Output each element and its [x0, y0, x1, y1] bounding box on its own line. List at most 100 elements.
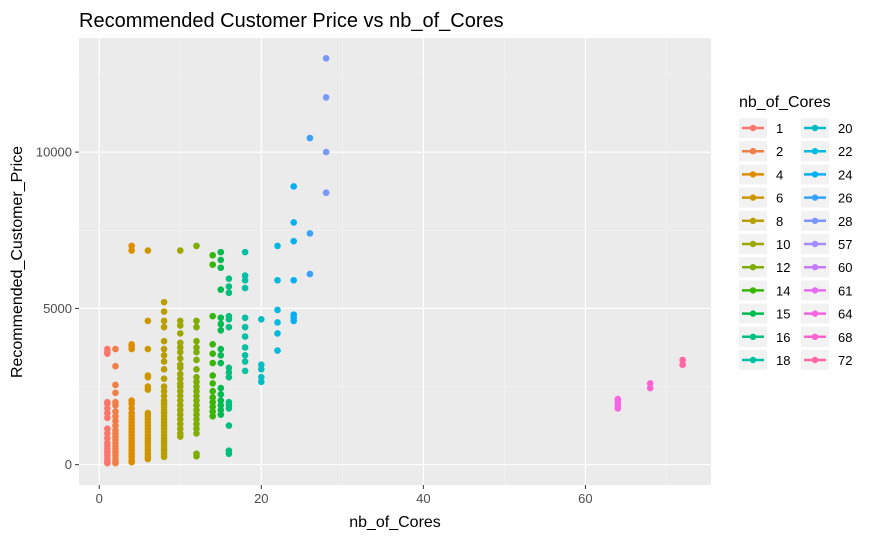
data-point — [614, 405, 622, 412]
data-point — [160, 308, 168, 315]
data-point — [241, 333, 249, 340]
data-point — [128, 242, 135, 250]
data-point — [679, 361, 686, 368]
data-point — [193, 356, 200, 364]
data-point — [160, 383, 168, 390]
data-point — [209, 251, 216, 259]
data-point — [176, 364, 184, 372]
data-point — [160, 392, 168, 400]
data-point — [193, 387, 200, 395]
data-point — [193, 378, 200, 386]
data-point — [258, 316, 265, 323]
data-point — [209, 387, 216, 395]
data-point — [225, 275, 233, 282]
data-point — [176, 247, 184, 254]
legend-label: 68 — [838, 330, 852, 345]
legend-label: 1 — [776, 121, 783, 136]
data-point — [217, 314, 225, 322]
data-point — [306, 230, 314, 237]
data-point — [209, 380, 216, 387]
data-point — [209, 394, 216, 401]
data-point — [322, 189, 330, 197]
data-point — [193, 406, 200, 414]
data-point — [176, 392, 184, 400]
legend-label: 12 — [776, 260, 790, 275]
data-point — [112, 401, 119, 409]
data-point — [112, 381, 119, 389]
x-tick-label: 20 — [254, 491, 268, 506]
data-point — [241, 314, 249, 322]
data-point — [217, 397, 225, 404]
data-point — [274, 330, 281, 337]
legend-label: 16 — [776, 330, 790, 345]
data-point — [193, 337, 200, 345]
data-point — [225, 316, 233, 323]
data-point — [193, 392, 200, 400]
data-point — [193, 411, 200, 418]
data-point — [290, 237, 298, 245]
data-point — [241, 284, 249, 292]
major-gridlines — [79, 38, 711, 485]
legend-label: 72 — [838, 353, 852, 368]
data-point — [209, 372, 216, 379]
y-tick-label: 0 — [65, 457, 72, 472]
data-point — [176, 344, 184, 351]
legend-key-point — [811, 310, 819, 317]
data-point — [104, 414, 111, 422]
legend-key-point — [749, 264, 757, 271]
data-point — [128, 247, 135, 254]
data-point — [104, 430, 111, 437]
data-point — [290, 317, 298, 325]
legend-key-point — [749, 356, 757, 364]
data-point — [274, 276, 281, 284]
data-point — [193, 373, 200, 381]
data-point — [176, 339, 184, 347]
legend-key-point — [811, 148, 819, 155]
data-point — [144, 386, 152, 393]
x-axis-title: nb_of_Cores — [349, 514, 441, 531]
data-point — [225, 373, 233, 381]
legend-label: 20 — [838, 121, 852, 136]
data-point — [193, 383, 200, 390]
data-point — [128, 400, 135, 408]
legend-label: 64 — [838, 307, 852, 322]
legend-label: 22 — [838, 144, 852, 159]
data-point — [104, 434, 111, 442]
data-point — [176, 370, 184, 378]
data-point — [217, 406, 225, 414]
data-point — [225, 450, 233, 458]
data-point — [144, 373, 152, 381]
data-point — [128, 405, 135, 412]
data-point — [209, 359, 216, 367]
legend-key-point — [811, 171, 819, 178]
data-point — [217, 391, 225, 398]
data-point — [225, 422, 233, 429]
legend-label: 60 — [838, 260, 852, 275]
data-point — [241, 276, 249, 284]
data-point — [176, 322, 184, 329]
data-point — [274, 319, 281, 326]
data-point — [112, 389, 119, 397]
data-point — [176, 411, 184, 418]
data-point — [306, 134, 314, 142]
legend-label: 6 — [776, 191, 783, 206]
data-point — [193, 323, 200, 331]
legend-key-point — [749, 310, 757, 317]
data-point — [176, 401, 184, 409]
legend-key-point — [749, 287, 757, 294]
data-point — [217, 384, 225, 392]
data-point — [176, 433, 184, 440]
data-point — [112, 412, 119, 420]
data-point — [290, 183, 298, 190]
data-point — [193, 317, 200, 325]
legend-key-point — [811, 287, 819, 294]
y-axis-title: Recommended_Customer_Price — [9, 146, 26, 378]
data-point — [217, 351, 225, 359]
data-point — [217, 320, 225, 328]
data-point — [241, 367, 249, 375]
data-point — [112, 417, 119, 425]
data-point — [646, 384, 654, 392]
data-point — [217, 286, 225, 293]
data-point — [193, 397, 200, 404]
